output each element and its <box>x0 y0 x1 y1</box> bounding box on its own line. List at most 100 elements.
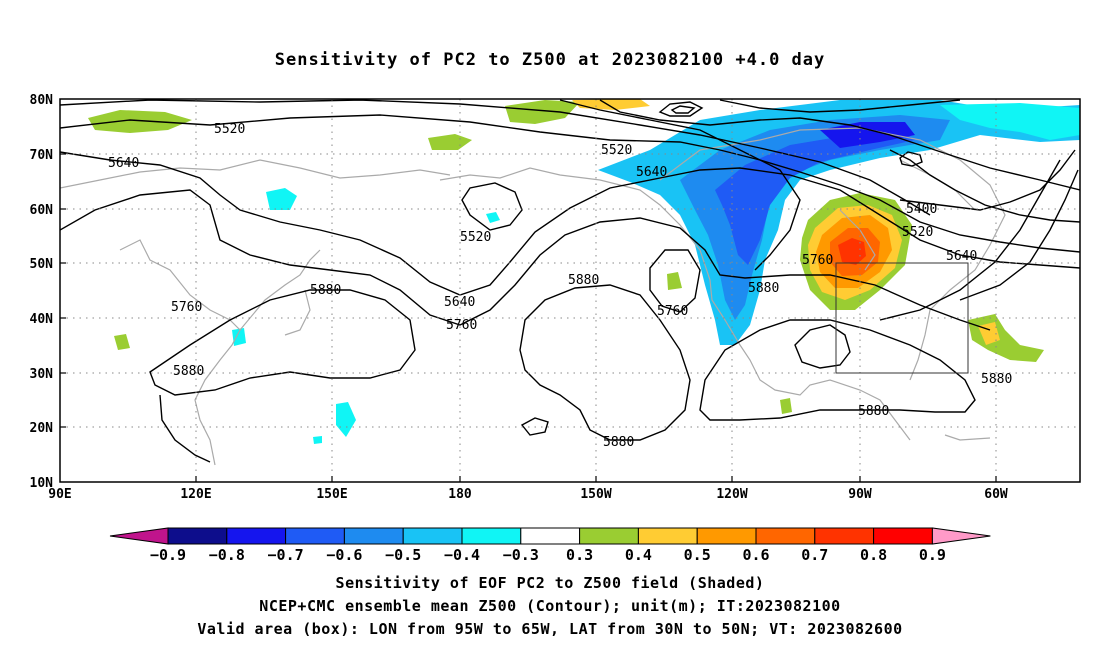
contour-label: 5880 <box>603 435 634 450</box>
caption-contour: NCEP+CMC ensemble mean Z500 (Contour); u… <box>259 597 841 615</box>
contour-label: 5640 <box>946 249 977 264</box>
green-patch-central <box>667 272 682 290</box>
contour-5880-south-west <box>159 394 211 463</box>
lat-tick-label: 20N <box>30 421 54 436</box>
lon-tick-label: 60W <box>984 487 1008 502</box>
lat-tick-label: 30N <box>30 367 54 382</box>
colorbar-label: −0.9 <box>150 546 186 564</box>
longitude-labels: 90E 120E 150E 180 150W 120W 90W 60W <box>48 487 1008 502</box>
contour-5880-gulf <box>794 324 851 369</box>
axis-ticks <box>60 153 997 482</box>
latitude-labels: 80N 70N 60N 50N 40N 30N 20N 10N <box>30 93 54 491</box>
colorbar-swatch <box>755 527 816 545</box>
contour-5760-ring <box>649 249 701 313</box>
colorbar-label: 0.9 <box>919 546 946 564</box>
contour-label: 5760 <box>446 318 477 333</box>
caption-shading: Sensitivity of EOF PC2 to Z500 field (Sh… <box>335 574 765 592</box>
contour-label: 5760 <box>171 300 202 315</box>
lat-tick-label: 60N <box>30 203 54 218</box>
colorbar-swatch <box>402 527 463 545</box>
green-patch-atlantic <box>968 314 1044 362</box>
colorbar-high-triangle <box>931 527 991 545</box>
cyan-patch-pacific-2 <box>486 212 500 223</box>
colorbar-label: −0.6 <box>326 546 362 564</box>
contour-ring-ne <box>899 151 923 167</box>
plot-frame <box>59 98 1081 483</box>
cyan-patch-west-pacific <box>232 328 246 346</box>
contour-5880-small <box>520 417 549 436</box>
contour-east-1 <box>899 149 1076 211</box>
colorbar-label: −0.4 <box>444 546 480 564</box>
colorbar: −0.9 −0.8 −0.7 −0.6 −0.5 −0.4 −0.3 0.3 0.4 0.5 0.6… <box>109 527 991 564</box>
colorbar-swatch <box>637 527 698 545</box>
contour-label: 5880 <box>981 372 1012 387</box>
colorbar-label: 0.5 <box>684 546 711 564</box>
contour-5760-main <box>60 189 991 331</box>
contour-label: 5640 <box>444 295 475 310</box>
lon-tick-label: 150E <box>316 487 347 502</box>
green-patch-arctic-east <box>505 100 580 124</box>
caption-valid-area: Valid area (box): LON from 95W to 65W, L… <box>197 620 903 638</box>
contour-east-2 <box>959 169 1079 301</box>
contour-label: 5880 <box>310 283 341 298</box>
green-patch-bering <box>428 134 472 150</box>
lon-tick-label: 180 <box>448 487 472 502</box>
positive-sensitivity-core <box>838 238 866 265</box>
green-patch-gulf <box>780 398 792 414</box>
cyan-patch-south-2 <box>313 436 322 444</box>
contour-label: 5520 <box>902 225 933 240</box>
contour-east-3 <box>879 159 1061 321</box>
colorbar-swatch <box>873 527 933 545</box>
contour-label: 5520 <box>601 143 632 158</box>
lon-tick-label: 120W <box>716 487 747 502</box>
colorbar-label: −0.3 <box>503 546 539 564</box>
contour-5400 <box>889 149 1080 223</box>
valid-area-box <box>835 262 969 374</box>
contour-5520-arctic <box>60 114 1080 253</box>
contour-north-1 <box>60 99 931 216</box>
green-patch-arctic-west <box>88 110 192 133</box>
lat-tick-label: 70N <box>30 148 54 163</box>
contour-label: 5880 <box>568 273 599 288</box>
contour-label: 5400 <box>906 202 937 217</box>
colorbar-label: 0.7 <box>801 546 828 564</box>
contour-label: 5760 <box>657 304 688 319</box>
contour-label: 5640 <box>108 156 139 171</box>
colorbar-swatch <box>461 527 522 545</box>
green-patch-west <box>114 334 130 350</box>
negative-sensitivity-patch <box>940 103 1080 140</box>
cyan-patch-pacific-1 <box>266 188 297 210</box>
lon-tick-label: 90W <box>848 487 872 502</box>
colorbar-swatch <box>520 527 581 545</box>
grid-lines <box>60 99 1080 482</box>
colorbar-label: 0.3 <box>566 546 593 564</box>
negative-sensitivity-inner <box>715 130 915 265</box>
colorbar-low-triangle <box>109 527 169 545</box>
colorbar-swatch <box>285 527 345 545</box>
colorbar-label: −0.8 <box>209 546 245 564</box>
lon-tick-label: 90E <box>48 487 71 502</box>
contour-label: 5880 <box>858 404 889 419</box>
contour-north-4 <box>719 99 961 113</box>
contour-label: 5520 <box>460 230 491 245</box>
lon-tick-label: 120E <box>180 487 211 502</box>
contour-north-3 <box>599 99 1080 191</box>
colorbar-label: 0.4 <box>625 546 652 564</box>
yellow-patch-arctic <box>572 99 650 110</box>
contour-label: 5520 <box>214 122 245 137</box>
contour-label: 5760 <box>802 253 833 268</box>
colorbar-swatch <box>696 527 757 545</box>
cyan-patch-south <box>336 402 356 437</box>
lat-tick-label: 10N <box>30 476 54 491</box>
lat-tick-label: 80N <box>30 93 54 108</box>
colorbar-swatch <box>167 527 228 545</box>
contour-north-2 <box>559 99 801 271</box>
colorbar-label: 0.8 <box>860 546 887 564</box>
contour-5880-pacific-high <box>149 289 416 396</box>
colorbar-label: −0.5 <box>385 546 421 564</box>
contour-label: 5640 <box>636 165 667 180</box>
lon-tick-label: 150W <box>580 487 611 502</box>
contour-label: 5880 <box>173 364 204 379</box>
colorbar-label: −0.7 <box>268 546 304 564</box>
